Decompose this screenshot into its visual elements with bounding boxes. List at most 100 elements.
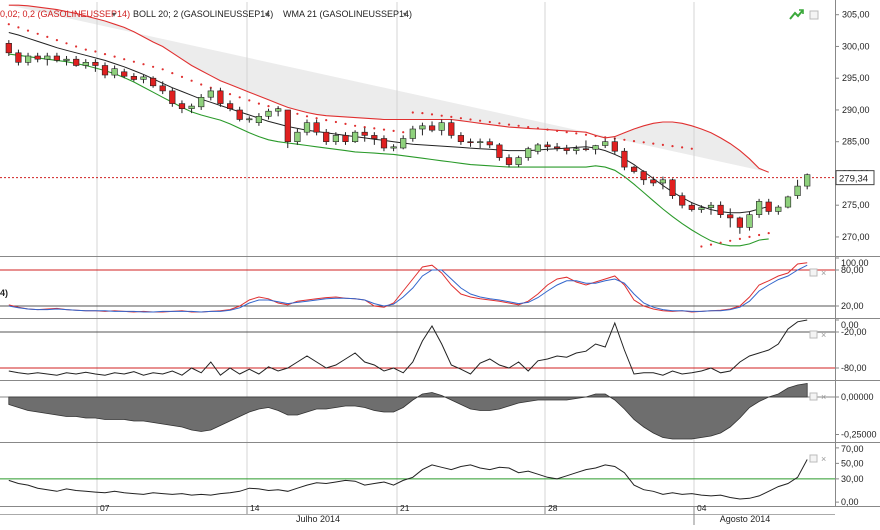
panel-settings-icon[interactable] — [809, 454, 818, 463]
candlestick[interactable] — [313, 119, 320, 136]
candlestick[interactable] — [669, 178, 676, 199]
candlestick[interactable] — [563, 144, 570, 155]
candlestick[interactable] — [275, 106, 282, 117]
candlestick[interactable] — [150, 76, 157, 88]
candlestick[interactable] — [342, 132, 349, 145]
candlestick[interactable] — [659, 176, 666, 190]
candlestick[interactable] — [746, 211, 753, 231]
candlestick[interactable] — [505, 154, 513, 168]
candlestick[interactable] — [707, 202, 715, 215]
panel-settings-icon[interactable] — [809, 10, 819, 20]
candlestick[interactable] — [34, 52, 41, 63]
candlestick[interactable] — [15, 49, 22, 66]
candlestick[interactable] — [640, 170, 647, 185]
candlestick[interactable] — [457, 132, 465, 145]
candlestick[interactable] — [121, 68, 128, 79]
candlestick[interactable] — [621, 148, 628, 171]
panel-close-icon[interactable]: × — [821, 268, 826, 278]
candlestick[interactable] — [63, 55, 70, 66]
legend-sar[interactable]: 0,02; 0,2 (GASOLINEUSSEP14) — [0, 9, 130, 19]
candlestick[interactable] — [428, 121, 436, 133]
candlestick[interactable] — [207, 87, 214, 101]
candlestick[interactable] — [775, 205, 782, 215]
candlestick[interactable] — [765, 198, 772, 215]
panel-settings-icon[interactable] — [809, 392, 818, 401]
legend-sar-arrow[interactable]: ▾ — [112, 10, 116, 19]
candlestick[interactable] — [44, 52, 51, 66]
candlestick[interactable] — [217, 87, 224, 107]
candlestick[interactable] — [544, 141, 551, 152]
candlestick[interactable] — [784, 195, 792, 209]
candlestick[interactable] — [390, 144, 397, 152]
panel-close-icon[interactable]: × — [821, 392, 826, 402]
candlestick[interactable] — [236, 106, 243, 122]
candlestick[interactable] — [265, 108, 272, 120]
candlestick[interactable] — [650, 176, 657, 187]
candlestick[interactable] — [111, 65, 118, 79]
trend-icon[interactable] — [789, 9, 804, 20]
candlestick[interactable] — [496, 142, 503, 161]
candlestick[interactable] — [477, 138, 484, 149]
candlestick[interactable] — [755, 198, 763, 218]
candlestick[interactable] — [486, 138, 493, 149]
candlestick[interactable] — [553, 142, 561, 152]
candlestick[interactable] — [611, 137, 618, 155]
panel-settings-icon[interactable] — [809, 330, 818, 339]
candlestick[interactable] — [82, 59, 89, 69]
candlestick[interactable] — [255, 113, 263, 126]
legend-wma-arrow[interactable]: ▾ — [403, 10, 407, 19]
candlestick[interactable] — [246, 116, 253, 123]
candlestick[interactable] — [53, 52, 60, 63]
candlestick[interactable] — [400, 135, 407, 150]
candlestick[interactable] — [448, 119, 455, 139]
candlestick[interactable] — [323, 129, 330, 145]
candlestick[interactable] — [159, 81, 166, 95]
candlestick[interactable] — [284, 109, 291, 149]
candlestick[interactable] — [351, 130, 359, 143]
candlestick[interactable] — [178, 100, 186, 114]
candlestick[interactable] — [717, 201, 724, 218]
candlestick[interactable] — [582, 140, 590, 152]
candlestick[interactable] — [688, 202, 695, 212]
candlestick[interactable] — [101, 62, 109, 79]
candlestick[interactable] — [303, 119, 311, 136]
candlestick[interactable] — [188, 103, 195, 114]
candlestick[interactable] — [573, 145, 580, 155]
candlestick[interactable] — [227, 100, 234, 112]
candlestick[interactable] — [525, 146, 532, 161]
candlestick[interactable] — [92, 59, 99, 72]
candlestick[interactable] — [294, 129, 301, 145]
candlestick[interactable] — [130, 73, 138, 82]
candlestick[interactable] — [332, 132, 340, 145]
legend-boll-arrow[interactable]: ▾ — [265, 10, 269, 19]
panel-close-icon[interactable]: × — [821, 454, 826, 464]
candlestick[interactable] — [198, 94, 205, 110]
candlestick[interactable] — [602, 138, 609, 149]
candlestick[interactable] — [371, 132, 378, 145]
candlestick[interactable] — [698, 205, 705, 213]
legend-wma[interactable]: WMA 21 (GASOLINEUSSEP14) — [283, 9, 412, 19]
candlestick[interactable] — [24, 52, 32, 66]
candlestick[interactable] — [140, 75, 147, 84]
candlestick[interactable] — [534, 142, 541, 155]
legend-boll[interactable]: BOLL 20; 2 (GASOLINEUSSEP14) — [133, 9, 273, 19]
candlestick[interactable] — [361, 127, 368, 142]
candlestick[interactable] — [679, 192, 686, 209]
candlestick[interactable] — [515, 155, 522, 168]
candlestick[interactable] — [727, 208, 734, 228]
candlestick[interactable] — [630, 165, 638, 174]
candlestick[interactable] — [409, 125, 416, 142]
candlestick[interactable] — [169, 87, 176, 107]
candlestick[interactable] — [467, 138, 474, 147]
candlestick[interactable] — [438, 119, 445, 136]
candlestick[interactable] — [804, 173, 811, 190]
candlestick[interactable] — [5, 40, 12, 56]
candlestick[interactable] — [736, 216, 743, 234]
candlestick[interactable] — [794, 179, 801, 199]
panel-close-icon[interactable]: × — [821, 330, 826, 340]
candlestick[interactable] — [592, 144, 599, 155]
candlestick[interactable] — [380, 135, 388, 152]
candlestick[interactable] — [419, 122, 426, 136]
panel-settings-icon[interactable] — [809, 268, 818, 277]
